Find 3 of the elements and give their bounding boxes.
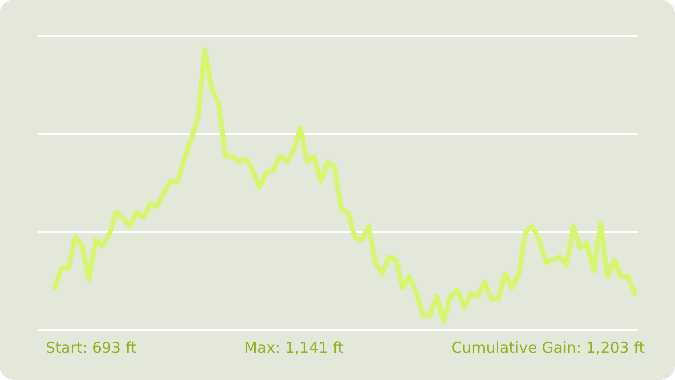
text: Max: 1,141 ft: [244, 339, 344, 357]
text: Start: 693 ft: [46, 339, 137, 357]
text: Cumulative Gain: 1,203 ft: [452, 339, 645, 357]
